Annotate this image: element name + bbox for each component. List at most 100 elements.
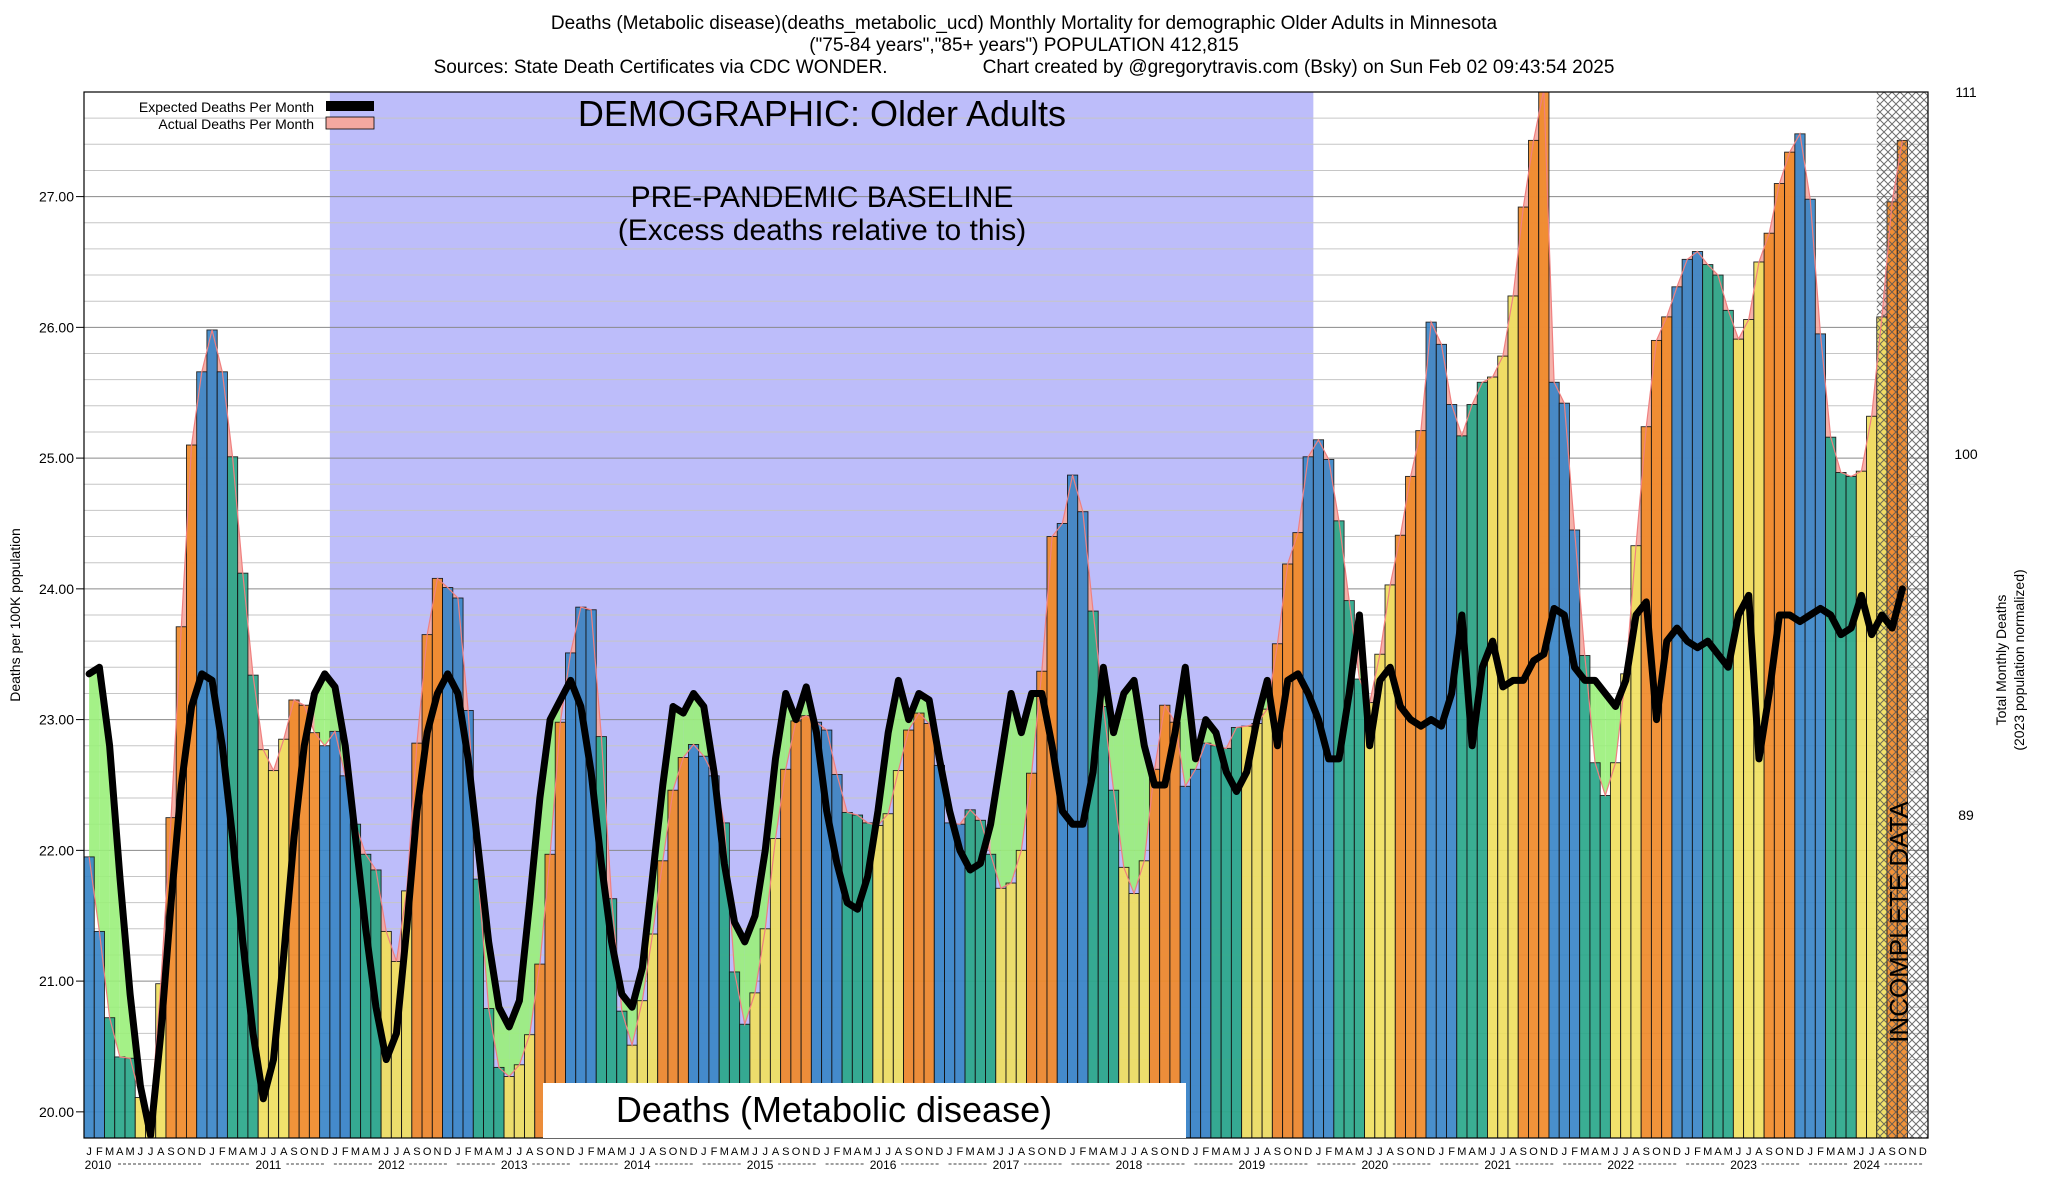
x-tick-label: S	[1643, 1146, 1650, 1158]
x-tick-label: J	[1746, 1146, 1752, 1158]
x-tick-label: M	[966, 1146, 975, 1158]
bar	[196, 371, 208, 1138]
bar	[1364, 702, 1376, 1138]
bar	[1302, 456, 1314, 1138]
actual-deaths-line	[88, 92, 1903, 1121]
x-tick-label: J	[1736, 1146, 1742, 1158]
x-tick-label: J	[1439, 1146, 1445, 1158]
x-tick-label: J	[1070, 1146, 1076, 1158]
x-tick-label: M	[248, 1146, 257, 1158]
y-right-tick-label: 89	[1958, 807, 1974, 823]
deficit-area	[1123, 680, 1135, 894]
x-tick-label: A	[1223, 1146, 1231, 1158]
x-tick-label: D	[1181, 1146, 1189, 1158]
bar	[329, 730, 341, 1138]
bar	[1784, 151, 1796, 1138]
x-tick-label: A	[157, 1146, 165, 1158]
bar	[1435, 343, 1447, 1138]
x-tick-label: J	[701, 1146, 707, 1158]
x-tick-label: J	[640, 1146, 646, 1158]
x-tick-label: F	[342, 1146, 349, 1158]
x-tick-label: O	[423, 1146, 432, 1158]
x-tick-label: A	[772, 1146, 780, 1158]
bar	[1169, 721, 1181, 1138]
bar	[1712, 274, 1724, 1138]
x-tick-label: J	[261, 1146, 267, 1158]
legend-swatch-actual	[325, 116, 375, 130]
x-tick-label: A	[1878, 1146, 1886, 1158]
bar	[1200, 742, 1212, 1138]
x-tick-label: O	[669, 1146, 678, 1158]
x-tick-label: O	[546, 1146, 555, 1158]
year-label: 2015	[747, 1158, 774, 1172]
x-tick-label: J	[1685, 1146, 1691, 1158]
x-tick-label: M	[1580, 1146, 1589, 1158]
x-tick-label: M	[105, 1146, 114, 1158]
bar	[114, 1056, 126, 1138]
bar	[1333, 520, 1345, 1138]
x-tick-label: S	[1151, 1146, 1158, 1158]
x-tick-label: J	[1367, 1146, 1373, 1158]
bar	[1609, 762, 1622, 1138]
x-tick-label: J	[86, 1146, 92, 1158]
bar	[431, 577, 444, 1138]
x-tick-label: A	[1837, 1146, 1845, 1158]
bar	[1640, 426, 1652, 1138]
x-tick-label: J	[885, 1146, 891, 1158]
x-tick-label: M	[1601, 1146, 1610, 1158]
bar	[1056, 523, 1068, 1138]
bar	[1476, 381, 1488, 1138]
bar	[104, 1017, 116, 1138]
x-tick-label: F	[834, 1146, 841, 1158]
year-label: 2022	[1607, 1158, 1634, 1172]
year-label: 2013	[501, 1158, 528, 1172]
bar	[1487, 376, 1499, 1138]
x-tick-label: M	[617, 1146, 626, 1158]
x-tick-label: A	[485, 1146, 493, 1158]
x-tick-label: J	[1859, 1146, 1865, 1158]
x-tick-label: J	[209, 1146, 215, 1158]
x-tick-label: O	[1406, 1146, 1415, 1158]
x-tick-label: D	[1058, 1146, 1066, 1158]
x-tick-label: O	[1161, 1146, 1170, 1158]
incomplete-data-label: INCOMPLETE DATA	[1884, 800, 1914, 1042]
year-label-bg	[496, 1158, 533, 1171]
bar	[1148, 768, 1161, 1138]
bar	[1497, 355, 1509, 1138]
x-tick-label: A	[1100, 1146, 1108, 1158]
x-tick-label: S	[1888, 1146, 1895, 1158]
x-tick-label: O	[792, 1146, 801, 1158]
x-tick-label: N	[556, 1146, 564, 1158]
x-tick-label: F	[1202, 1146, 1209, 1158]
chart-title-line-3: Sources: State Death Certificates via CD…	[0, 57, 2048, 79]
x-tick-label: S	[167, 1146, 174, 1158]
bar	[1282, 563, 1294, 1138]
bar	[185, 444, 198, 1138]
x-tick-label: F	[711, 1146, 718, 1158]
x-tick-label: M	[1478, 1146, 1487, 1158]
x-tick-label: A	[1346, 1146, 1354, 1158]
x-tick-label: O	[1775, 1146, 1784, 1158]
x-tick-label: F	[219, 1146, 226, 1158]
bar	[1353, 678, 1366, 1138]
year-label: 2018	[1116, 1158, 1143, 1172]
bar	[1374, 653, 1386, 1138]
x-tick-label: M	[1847, 1146, 1856, 1158]
bar	[1220, 747, 1232, 1138]
deficit-area	[673, 706, 684, 791]
bar	[1794, 133, 1806, 1138]
x-tick-label: A	[239, 1146, 247, 1158]
bar	[493, 1066, 505, 1138]
bar	[1661, 316, 1673, 1138]
x-tick-label: N	[1171, 1146, 1179, 1158]
x-tick-label: J	[1869, 1146, 1875, 1158]
bar	[1312, 439, 1325, 1138]
x-tick-label: A	[977, 1146, 985, 1158]
x-tick-label: J	[1377, 1146, 1383, 1158]
x-tick-label: M	[371, 1146, 380, 1158]
deficit-area	[509, 1000, 520, 1077]
x-tick-label: F	[1571, 1146, 1578, 1158]
bar	[1620, 673, 1632, 1138]
bar	[1722, 309, 1734, 1138]
